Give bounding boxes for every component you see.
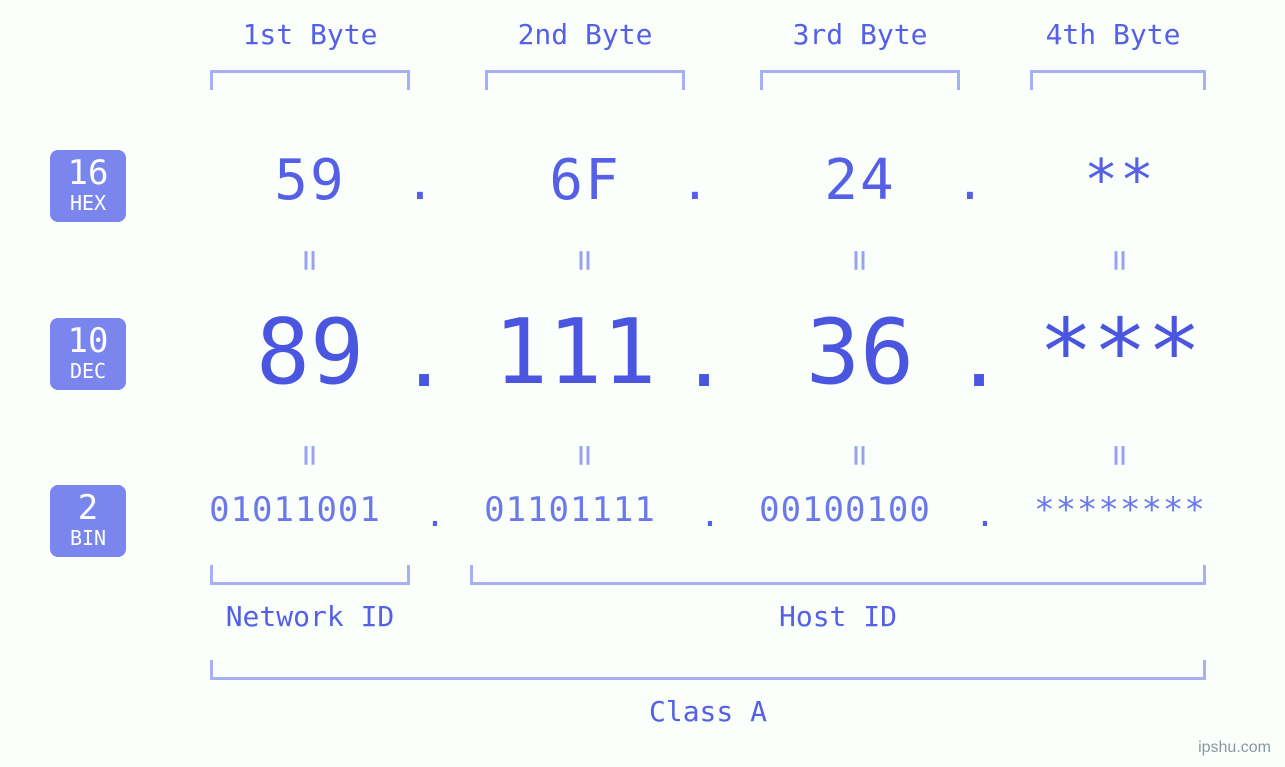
eq-dec-bin-2: = [565, 436, 606, 476]
eq-hex-dec-3: = [840, 241, 881, 281]
byte-bracket-1 [210, 70, 410, 90]
bin-dot-3: . [965, 495, 1005, 535]
eq-hex-dec-4: = [1100, 241, 1141, 281]
dec-byte-4: *** [1010, 300, 1230, 405]
radix-num-hex: 16 [50, 156, 126, 190]
class-label: Class A [210, 695, 1206, 728]
bin-byte-3: 00100100 [725, 490, 965, 530]
radix-badge-dec: 10 DEC [50, 318, 126, 390]
byte-header-4: 4th Byte [1013, 18, 1213, 51]
bin-byte-1: 01011001 [175, 490, 415, 530]
byte-bracket-2 [485, 70, 685, 90]
hex-byte-4: ** [1030, 148, 1210, 213]
dec-byte-2: 111 [445, 300, 705, 405]
eq-hex-dec-1: = [290, 241, 331, 281]
host-id-bracket [470, 565, 1206, 585]
eq-dec-bin-1: = [290, 436, 331, 476]
radix-label-bin: BIN [50, 527, 126, 549]
byte-bracket-4 [1030, 70, 1206, 90]
radix-badge-bin: 2 BIN [50, 485, 126, 557]
hex-byte-3: 24 [770, 148, 950, 213]
radix-num-bin: 2 [50, 491, 126, 525]
radix-label-hex: HEX [50, 192, 126, 214]
hex-dot-3: . [950, 155, 990, 211]
byte-bracket-3 [760, 70, 960, 90]
hex-dot-2: . [675, 155, 715, 211]
dec-byte-3: 36 [750, 300, 970, 405]
hex-byte-2: 6F [495, 148, 675, 213]
bin-dot-1: . [415, 495, 455, 535]
dec-dot-1: . [400, 312, 440, 405]
radix-num-dec: 10 [50, 324, 126, 358]
dec-dot-3: . [955, 312, 995, 405]
hex-dot-1: . [400, 155, 440, 211]
byte-header-2: 2nd Byte [485, 18, 685, 51]
eq-dec-bin-3: = [840, 436, 881, 476]
bin-dot-2: . [690, 495, 730, 535]
host-id-label: Host ID [470, 600, 1206, 633]
class-bracket [210, 660, 1206, 680]
byte-header-3: 3rd Byte [760, 18, 960, 51]
eq-hex-dec-2: = [565, 241, 606, 281]
network-id-bracket [210, 565, 410, 585]
byte-header-1: 1st Byte [210, 18, 410, 51]
radix-label-dec: DEC [50, 360, 126, 382]
eq-dec-bin-4: = [1100, 436, 1141, 476]
dec-dot-2: . [680, 312, 720, 405]
watermark: ipshu.com [1198, 739, 1271, 757]
network-id-label: Network ID [210, 600, 410, 633]
bin-byte-4: ******** [1000, 490, 1240, 530]
bin-byte-2: 01101111 [450, 490, 690, 530]
hex-byte-1: 59 [220, 148, 400, 213]
radix-badge-hex: 16 HEX [50, 150, 126, 222]
dec-byte-1: 89 [200, 300, 420, 405]
